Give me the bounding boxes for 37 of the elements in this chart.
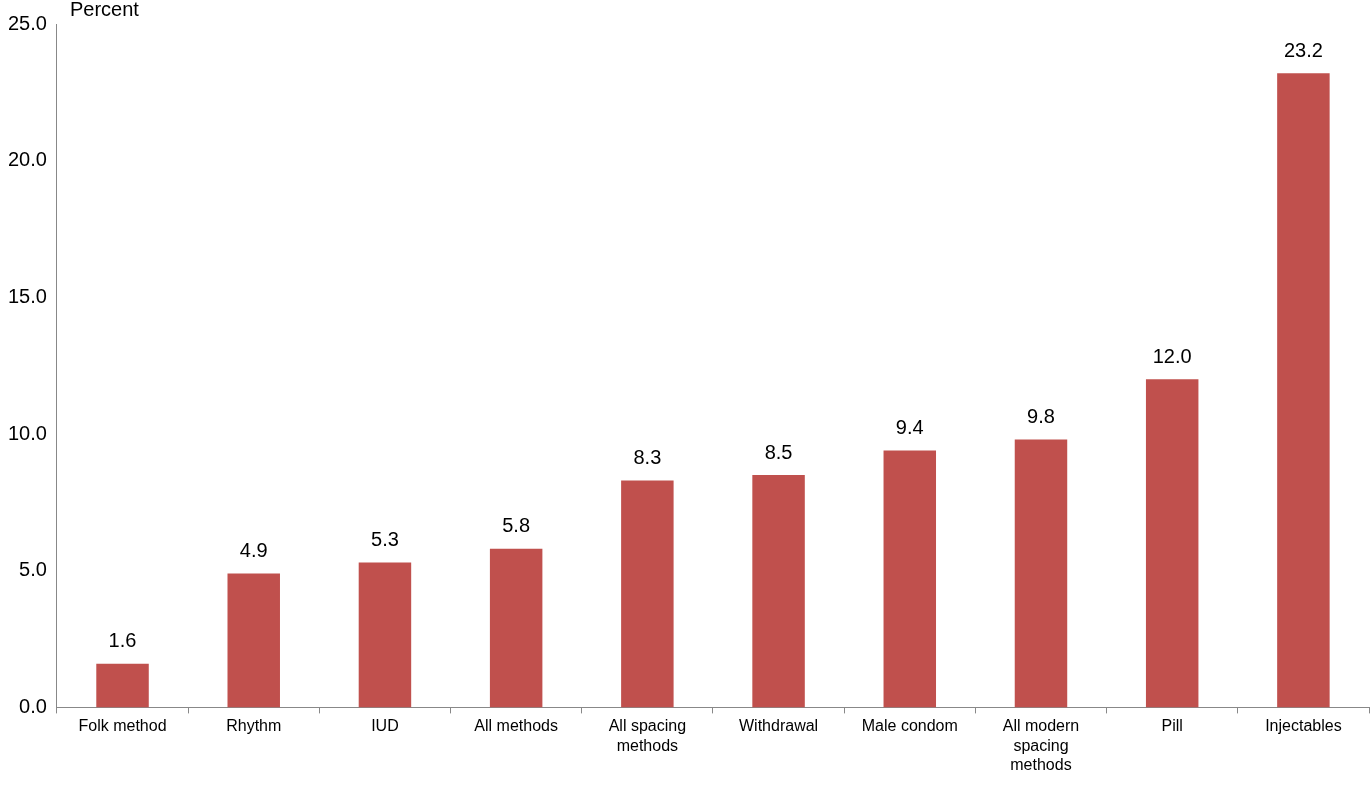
x-tick-label: Pill bbox=[1161, 717, 1183, 735]
x-tick-label: Rhythm bbox=[226, 717, 282, 735]
bar bbox=[1277, 73, 1330, 708]
bar bbox=[1014, 439, 1068, 708]
y-tick-label: 25.0 bbox=[7, 11, 47, 34]
y-axis-title: Percent bbox=[70, 0, 140, 20]
x-tick-label: Withdrawal bbox=[739, 717, 819, 735]
x-tick-label: All spacing methods bbox=[608, 717, 687, 754]
data-label: 8.5 bbox=[764, 440, 793, 463]
y-tick-label: 15.0 bbox=[7, 284, 47, 307]
data-label: 5.8 bbox=[502, 514, 531, 537]
y-tick-label: 0.0 bbox=[19, 694, 47, 717]
bar bbox=[227, 573, 280, 708]
bar bbox=[883, 450, 937, 708]
data-label: 23.2 bbox=[1283, 38, 1323, 61]
x-tick-label: All methods bbox=[474, 717, 558, 735]
y-tick-label: 10.0 bbox=[7, 421, 47, 444]
data-label: 1.6 bbox=[108, 629, 137, 652]
x-tick-label: Injectables bbox=[1265, 717, 1342, 735]
x-tick-label: All modern spacing methods bbox=[1002, 717, 1080, 773]
bar bbox=[358, 562, 412, 708]
bar bbox=[621, 480, 674, 708]
data-label: 8.3 bbox=[633, 446, 662, 469]
data-label: 9.8 bbox=[1027, 405, 1055, 428]
data-label: 12.0 bbox=[1152, 344, 1192, 367]
y-tick-label: 20.0 bbox=[7, 148, 47, 171]
data-label: 9.4 bbox=[895, 415, 924, 438]
x-tick-label: IUD bbox=[371, 717, 399, 735]
x-tick-label: Male condom bbox=[861, 717, 958, 735]
bar bbox=[96, 663, 149, 708]
bar bbox=[752, 475, 805, 708]
bar bbox=[489, 548, 543, 708]
bar bbox=[1145, 379, 1199, 708]
data-label: 4.9 bbox=[239, 538, 268, 561]
data-label: 5.3 bbox=[371, 528, 399, 551]
y-tick-label: 5.0 bbox=[19, 558, 47, 581]
x-tick-label: Folk method bbox=[78, 717, 167, 735]
